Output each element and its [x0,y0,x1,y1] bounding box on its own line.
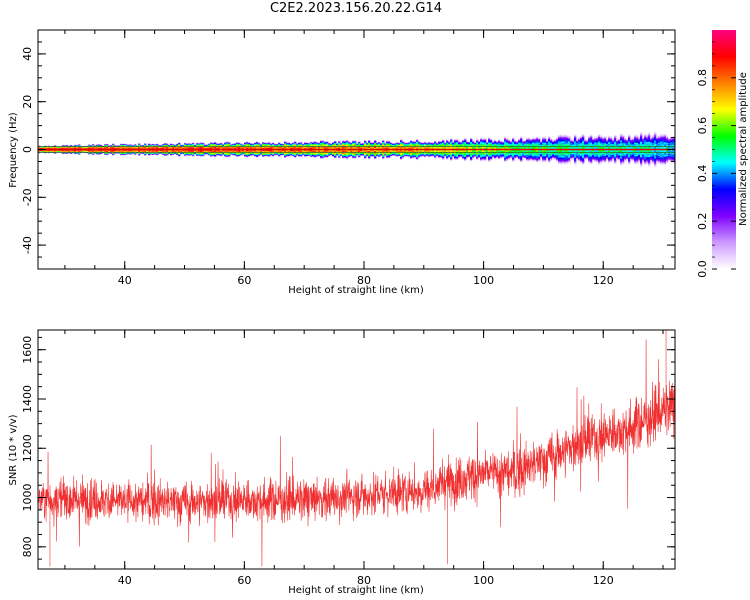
y-tick-label: 20 [21,95,34,109]
figure-title: C2E2.2023.156.20.22.G14 [269,1,443,16]
spectrogram-ticks: 40 60 80 100 120 40 20 0 -20 -40 [21,29,675,287]
colorbar-tick-label: 0.8 [696,69,709,87]
snr-plot-area [38,330,675,569]
y-tick-label: 40 [21,47,34,61]
y-tick-label: 0 [21,146,34,153]
spectrogram-xlabel: Height of straight line (km) [288,285,424,296]
colorbar-ticks: 0.0 0.2 0.4 0.6 0.8 [696,41,736,278]
x-tick-label: 60 [237,574,251,587]
x-tick-label: 60 [237,274,251,287]
colorbar-gradient [712,30,736,269]
spectrogram-ylabel: Frequency (Hz) [8,112,19,188]
y-tick-label: -20 [21,188,34,206]
y-tick-label: -40 [21,236,34,254]
x-tick-label: 120 [593,274,614,287]
colorbar-tick-label: 0.6 [696,117,709,135]
spectrogram-frame [37,29,676,270]
x-tick-label: 100 [473,574,494,587]
colorbar: 0.0 0.2 0.4 0.6 0.8 Normalized spectral ampl… [696,30,749,278]
colorbar-tick-label: 0.4 [696,165,709,183]
x-tick-label: 80 [357,274,371,287]
spectrogram-panel: 40 60 80 100 120 40 20 0 -20 -40 Height of straig… [8,29,676,296]
colorbar-tick-label: 0.2 [696,212,709,230]
snr-series-line [38,330,675,567]
x-tick-label: 80 [357,574,371,587]
x-tick-label: 40 [118,274,132,287]
colorbar-label: Normalized spectral amplitude [738,72,749,226]
x-tick-label: 120 [593,574,614,587]
spectrogram-band [38,131,675,168]
x-tick-label: 100 [473,274,494,287]
x-tick-label: 40 [118,574,132,587]
colorbar-tick-label: 0.0 [696,260,709,278]
